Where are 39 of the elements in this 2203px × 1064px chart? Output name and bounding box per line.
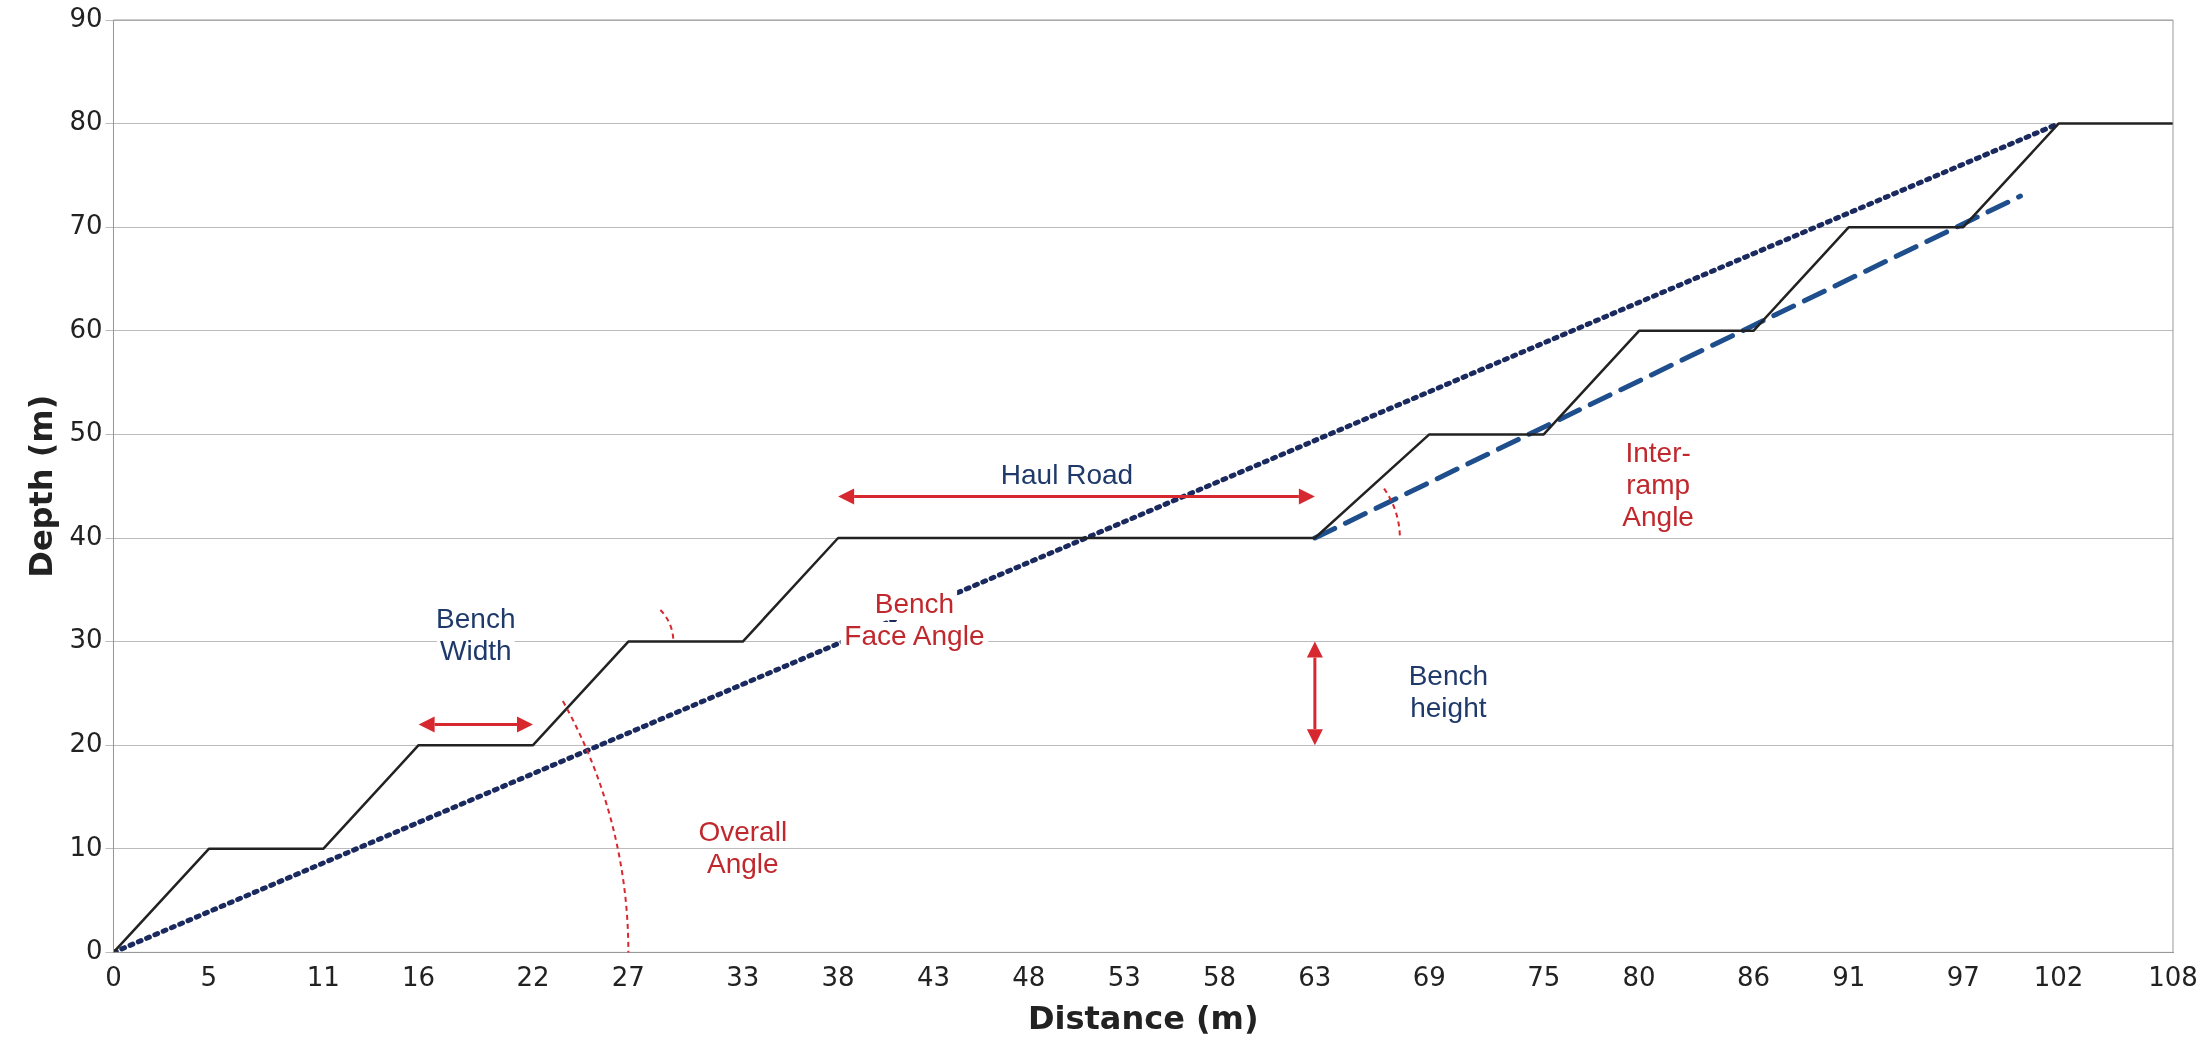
y-tick-label: 0: [85, 935, 103, 966]
x-tick-label: 43: [916, 961, 951, 992]
y-axis-title: Depth (m): [21, 394, 60, 578]
y-tick-label: 70: [69, 209, 103, 240]
x-tick-label: 48: [1012, 961, 1046, 992]
x-tick-label: 27: [611, 961, 645, 992]
x-tick-label: 97: [1946, 961, 1980, 992]
x-tick-label: 22: [516, 961, 550, 992]
x-tick-label: 16: [402, 961, 436, 992]
y-tick-label: 40: [69, 520, 103, 551]
x-tick-label: 86: [1736, 961, 1771, 992]
x-tick-label: 11: [306, 961, 340, 992]
x-tick-label: 63: [1298, 961, 1332, 992]
y-tick-label: 10: [69, 831, 103, 862]
x-tick-label: 108: [2148, 961, 2198, 992]
y-tick-label: 80: [69, 106, 103, 137]
x-tick-label: 0: [105, 961, 122, 992]
x-tick-label: 38: [821, 961, 855, 992]
x-tick-label: 33: [726, 961, 760, 992]
annotation: Inter- ramp Angle: [1622, 436, 1694, 532]
annotation: Bench Width: [436, 603, 516, 667]
x-tick-label: 5: [200, 961, 218, 992]
annotation: Bench height: [1408, 660, 1489, 724]
annotation: Overall Angle: [698, 815, 788, 879]
annotation: Bench Face Angle: [844, 587, 985, 651]
x-tick-label: 53: [1107, 961, 1141, 992]
y-tick-label: 50: [69, 417, 103, 448]
y-tick-label: 60: [69, 313, 103, 344]
x-tick-label: 102: [2033, 961, 2084, 992]
y-tick-label: 90: [69, 2, 103, 33]
annotation: Haul Road: [1000, 458, 1134, 490]
y-tick-label: 20: [69, 727, 103, 758]
x-tick-label: 69: [1412, 961, 1446, 992]
x-axis-title: Distance (m): [1027, 999, 1259, 1038]
x-tick-label: 75: [1527, 961, 1561, 992]
y-tick-label: 30: [69, 624, 103, 655]
x-tick-label: 58: [1202, 961, 1237, 992]
x-tick-label: 91: [1832, 961, 1866, 992]
x-tick-label: 80: [1622, 961, 1656, 992]
